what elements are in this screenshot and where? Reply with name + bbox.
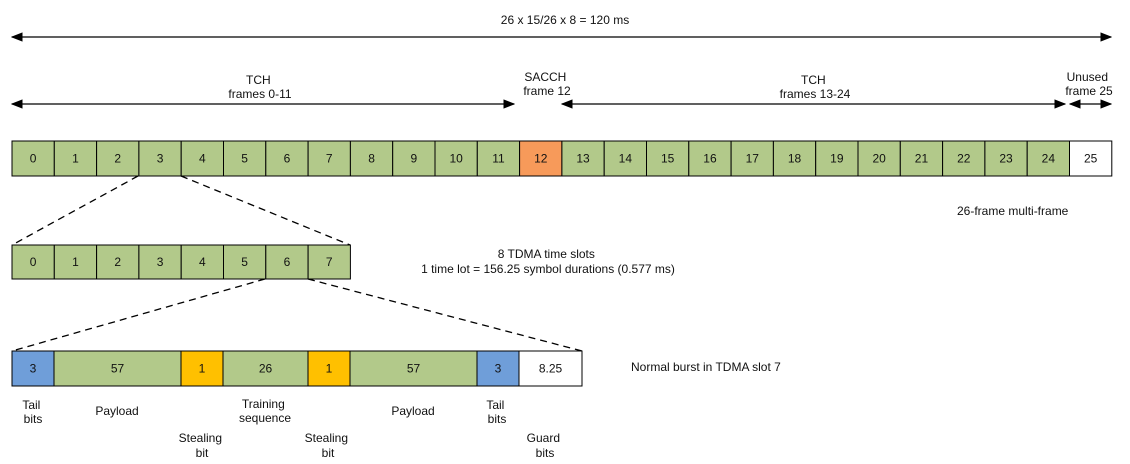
burst-label-tail-right: Tail bits <box>486 398 507 426</box>
burst-label-stealing-1: Stealing bit <box>179 431 226 460</box>
segment-label-tch-right: TCH frames 13-24 <box>780 73 851 101</box>
burst-cell-7 <box>518 350 583 387</box>
tdma-slot-cell-label-6: 6 <box>284 255 291 269</box>
multiframe-cell-label-11: 11 <box>492 152 505 166</box>
multiframe-cell-label-1: 1 <box>72 152 79 166</box>
multiframe-cell-label-22: 22 <box>957 152 971 166</box>
burst-cell-2 <box>180 350 224 387</box>
tdma-slot-cell-label-1: 1 <box>72 255 79 269</box>
multiframe-row: 0 1 2 3 4 5 6 7 8 9 10 11 12 13 14 15 16 17 18 19 20 21 22 23 24… <box>11 140 1113 177</box>
burst-label-training: Training sequence <box>239 397 291 425</box>
multiframe-cell-label-17: 17 <box>746 152 760 166</box>
zoom-line-slot-right <box>307 278 583 352</box>
burst-label-guard: Guard bits <box>527 431 564 460</box>
multiframe-cell-1 <box>53 140 98 177</box>
burst-cell-3 <box>222 350 309 387</box>
burst-cell-label-4: 1 <box>326 362 333 376</box>
multiframe-cell-0 <box>11 140 55 177</box>
tdma-caption: 8 TDMA time slots 1 time lot = 156.25 sy… <box>421 247 675 276</box>
multiframe-cell-label-6: 6 <box>284 152 291 166</box>
burst-label-payload-left: Payload <box>95 404 138 418</box>
multiframe-cell-2 <box>96 140 140 177</box>
multiframe-cell-19 <box>815 140 859 177</box>
multiframe-cell-label-9: 9 <box>411 152 418 166</box>
multiframe-cell-23 <box>984 140 1028 177</box>
multiframe-cell-label-15: 15 <box>661 152 675 166</box>
multiframe-caption: 26-frame multi-frame <box>957 204 1069 218</box>
burst-row: 3 57 1 26 1 57 3 8.25 <box>11 350 583 387</box>
multiframe-cell-label-7: 7 <box>326 152 333 166</box>
burst-cell-1 <box>53 350 182 387</box>
multiframe-cell-label-5: 5 <box>241 152 248 166</box>
burst-cell-label-1: 57 <box>111 362 125 376</box>
burst-cell-label-3: 26 <box>259 362 273 376</box>
segment-label-tch-left: TCH frames 0-11 <box>228 73 291 101</box>
multiframe-cell-8 <box>349 140 394 177</box>
tdma-slot-cell-3 <box>138 244 182 280</box>
multiframe-cell-11 <box>476 140 521 177</box>
multiframe-cell-25 <box>1069 140 1113 177</box>
multiframe-cell-label-23: 23 <box>999 152 1013 166</box>
multiframe-cell-label-0: 0 <box>30 152 37 166</box>
multiframe-cell-5 <box>223 140 267 177</box>
multiframe-cell-label-21: 21 <box>915 152 929 166</box>
multiframe-cell-label-14: 14 <box>619 152 633 166</box>
burst-cell-5 <box>349 350 478 387</box>
multiframe-cell-label-3: 3 <box>157 152 164 166</box>
multiframe-cell-label-25: 25 <box>1084 152 1098 166</box>
burst-cell-6 <box>476 350 520 387</box>
segment-label-unused: Unused frame 25 <box>1065 70 1113 98</box>
burst-cell-label-0: 3 <box>30 362 37 376</box>
multiframe-cell-21 <box>899 140 944 177</box>
multiframe-cell-label-16: 16 <box>703 152 717 166</box>
tdma-slot-cell-label-2: 2 <box>114 255 121 269</box>
burst-cell-4 <box>307 350 351 387</box>
tdma-slot-cell-label-7: 7 <box>326 255 333 269</box>
multiframe-cell-18 <box>772 140 817 177</box>
multiframe-cell-10 <box>434 140 478 177</box>
multiframe-cell-9 <box>392 140 436 177</box>
tdma-slot-cell-label-4: 4 <box>199 255 206 269</box>
tdma-slot-cell-2 <box>96 244 140 280</box>
multiframe-cell-label-13: 13 <box>576 152 590 166</box>
multiframe-cell-label-24: 24 <box>1042 152 1056 166</box>
zoom-line-slot-left <box>11 278 266 352</box>
multiframe-cell-label-4: 4 <box>199 152 206 166</box>
segment-label-sacch: SACCH frame 12 <box>523 70 571 98</box>
multiframe-cell-3 <box>138 140 182 177</box>
multiframe-cell-label-12: 12 <box>534 152 548 166</box>
multiframe-cell-label-10: 10 <box>449 152 463 166</box>
total-span-label: 26 x 15/26 x 8 = 120 ms <box>501 13 629 27</box>
burst-cell-label-7: 8.25 <box>539 362 563 376</box>
burst-label-stealing-2: Stealing bit <box>305 431 352 460</box>
multiframe-cell-12 <box>519 140 563 177</box>
multiframe-cell-label-20: 20 <box>872 152 886 166</box>
multiframe-cell-13 <box>561 140 605 177</box>
tdma-slot-cell-label-0: 0 <box>30 255 37 269</box>
tdma-slot-cell-label-5: 5 <box>241 255 248 269</box>
zoom-line-frame-left <box>11 175 139 246</box>
burst-cell-label-5: 57 <box>407 362 421 376</box>
burst-cell-label-2: 1 <box>199 362 206 376</box>
multiframe-cell-label-19: 19 <box>830 152 844 166</box>
zoom-line-frame-right <box>180 175 351 246</box>
burst-cell-0 <box>11 350 55 387</box>
tdma-slot-cell-1 <box>53 244 98 280</box>
multiframe-cell-17 <box>730 140 774 177</box>
tdma-slot-row: 0 1 2 3 4 5 6 7 <box>11 244 351 280</box>
multiframe-cell-label-8: 8 <box>368 152 375 166</box>
multiframe-cell-24 <box>1026 140 1070 177</box>
multiframe-cell-label-18: 18 <box>788 152 802 166</box>
tdma-slot-cell-7 <box>307 244 351 280</box>
burst-caption: Normal burst in TDMA slot 7 <box>631 360 781 374</box>
burst-cell-label-6: 3 <box>495 362 502 376</box>
multiframe-cell-label-2: 2 <box>114 152 121 166</box>
burst-label-payload-right: Payload <box>391 404 434 418</box>
tdma-slot-cell-0 <box>11 244 55 280</box>
burst-label-tail-left: Tail bits <box>22 398 43 426</box>
multiframe-cell-20 <box>857 140 901 177</box>
tdma-slot-cell-label-3: 3 <box>157 255 164 269</box>
